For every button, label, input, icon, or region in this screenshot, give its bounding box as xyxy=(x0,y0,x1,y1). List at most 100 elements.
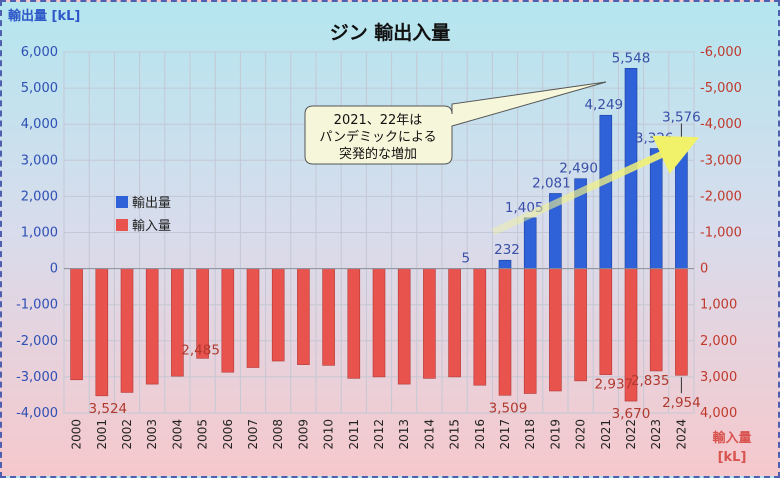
x-tick-label: 2006 xyxy=(221,419,235,450)
export-data-label: 5 xyxy=(462,250,471,266)
y-tick-label-right: 0 xyxy=(700,262,708,277)
x-tick-label: 2008 xyxy=(271,419,285,450)
import-bar xyxy=(271,268,285,362)
x-tick-label: 2020 xyxy=(574,419,588,450)
import-bar xyxy=(599,268,613,375)
data-labels: 52321,4052,0812,4904,2495,5483,3263,5763… xyxy=(88,50,700,422)
y-tick-label-left: 4,000 xyxy=(21,117,58,132)
y-tick-label-right: -4,000 xyxy=(700,117,742,132)
import-bar xyxy=(423,268,436,379)
x-tick-label: 2007 xyxy=(246,419,260,450)
callout-line-3: 突発的な増加 xyxy=(339,146,417,162)
import-data-label: 3,509 xyxy=(489,400,528,416)
y-tick-label-right: 3,000 xyxy=(700,370,737,385)
import-data-label: 2,835 xyxy=(631,373,670,389)
import-bar xyxy=(322,268,335,366)
legend: 輸出量 輸入量 xyxy=(116,196,171,234)
y-tick-label-left: 0 xyxy=(50,262,58,277)
export-bar xyxy=(523,217,537,269)
import-data-label: 2,937 xyxy=(594,377,633,393)
x-tick-label: 2017 xyxy=(498,419,512,450)
x-tick-label: 2002 xyxy=(120,419,134,450)
bars xyxy=(70,68,688,402)
export-bar xyxy=(498,259,512,269)
trend-arrow xyxy=(491,135,700,236)
x-tick-label: 2014 xyxy=(422,419,436,450)
x-tick-label: 2013 xyxy=(397,419,411,450)
import-bar xyxy=(171,268,184,377)
x-tick-label: 2022 xyxy=(624,419,638,450)
export-data-label: 2,081 xyxy=(532,175,571,191)
y-tick-label-right: 2,000 xyxy=(700,334,737,349)
import-bar xyxy=(574,268,587,382)
y-tick-label-left: 6,000 xyxy=(21,45,58,60)
y-tick-label-left: -3,000 xyxy=(16,370,58,385)
x-tick-label: 2003 xyxy=(145,419,159,450)
y-tick-label-left: -2,000 xyxy=(16,334,58,349)
x-tick-label: 2012 xyxy=(372,419,386,450)
y-tick-label-right: -6,000 xyxy=(700,45,742,60)
annotation-callout: 2021、22年は パンデミックによる 突発的な増加 xyxy=(304,81,607,165)
y-tick-label-right: -1,000 xyxy=(700,226,742,241)
import-bar xyxy=(221,268,235,373)
y-tick-label-left: 5,000 xyxy=(21,81,58,96)
import-bar xyxy=(95,268,109,397)
x-tick-label: 2001 xyxy=(95,419,109,450)
export-data-label: 2,490 xyxy=(559,161,598,177)
export-bar xyxy=(649,148,663,269)
y-tick-label-right: -3,000 xyxy=(700,153,742,168)
legend-swatch-import xyxy=(116,219,128,231)
left-axis-title: 輸出量 [kL] xyxy=(8,8,80,24)
callout-line-2: パンデミックによる xyxy=(319,129,436,145)
import-bar xyxy=(448,268,461,378)
x-tick-label: 2024 xyxy=(674,419,688,450)
y-tick-label-right: 1,000 xyxy=(700,298,737,313)
x-tick-label: 2005 xyxy=(196,419,210,450)
x-tick-label: 2004 xyxy=(170,419,184,450)
y-tick-label-right: 4,000 xyxy=(700,406,737,421)
x-tick-label: 2021 xyxy=(599,419,613,450)
x-tick-label: 2023 xyxy=(649,419,663,450)
export-data-label: 232 xyxy=(494,242,520,258)
callout-bubble xyxy=(304,81,607,165)
import-data-label: 2,485 xyxy=(181,342,220,358)
import-bar xyxy=(145,268,159,385)
import-bar xyxy=(397,268,411,385)
x-tick-label: 2000 xyxy=(70,419,84,450)
import-bar xyxy=(372,268,386,378)
import-bar xyxy=(498,268,512,396)
left-axis-ticks: 6,000 5,000 4,000 3,000 2,000 1,000 0 -1,000 -2,… xyxy=(16,45,58,421)
import-bar xyxy=(120,268,134,393)
import-bar xyxy=(70,268,83,381)
x-axis-ticks: 2000 2001 2002 2003 2004 2005 2006 2007 2008 2009… xyxy=(70,419,689,450)
import-data-label: 3,524 xyxy=(88,401,127,417)
right-axis-title-line2: [kL] xyxy=(718,450,747,465)
import-bar xyxy=(549,268,562,392)
import-bar xyxy=(675,268,688,376)
import-bar xyxy=(649,268,663,372)
x-tick-label: 2018 xyxy=(523,419,537,450)
legend-label-export: 輸出量 xyxy=(132,196,171,211)
import-bar xyxy=(297,268,310,365)
x-tick-label: 2009 xyxy=(296,419,310,450)
y-tick-label-left: -1,000 xyxy=(16,298,58,313)
y-tick-label-left: 2,000 xyxy=(21,189,58,204)
export-data-label: 3,576 xyxy=(662,110,701,126)
legend-label-import: 輸入量 xyxy=(132,219,171,234)
import-bar xyxy=(523,268,537,394)
export-data-label: 4,249 xyxy=(584,97,623,113)
y-tick-label-left: 3,000 xyxy=(21,153,58,168)
callout-line-1: 2021、22年は xyxy=(334,113,423,128)
export-data-label: 3,326 xyxy=(635,131,674,147)
import-data-label: 2,954 xyxy=(662,395,701,411)
x-tick-label: 2015 xyxy=(448,419,462,450)
import-data-label: 3,670 xyxy=(612,406,651,422)
y-tick-label-right: -2,000 xyxy=(700,189,742,204)
y-tick-label-left: -4,000 xyxy=(16,406,58,421)
import-bar xyxy=(246,268,260,368)
legend-swatch-export xyxy=(116,196,128,208)
export-data-label: 5,548 xyxy=(612,50,651,66)
export-bar xyxy=(599,114,613,269)
y-tick-label-left: 1,000 xyxy=(21,226,58,241)
